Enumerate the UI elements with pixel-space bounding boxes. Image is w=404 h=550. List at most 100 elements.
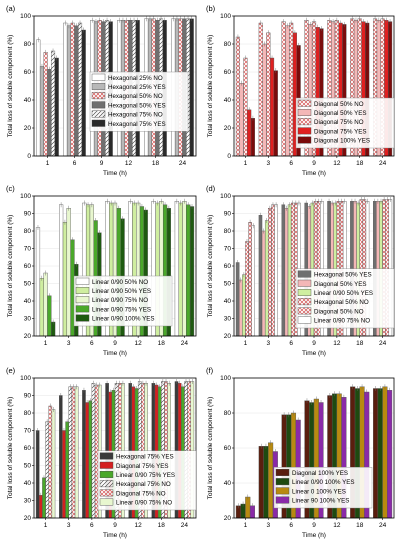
x-axis-label: Time (h) — [302, 532, 326, 539]
legend-label: Linear 0/90 75% NO — [314, 318, 370, 325]
y-tick-label: 40 — [24, 298, 32, 305]
x-axis-label: Time (h) — [103, 170, 127, 177]
bar — [266, 32, 271, 157]
x-tick-label: 6 — [289, 522, 293, 529]
legend-swatch — [91, 73, 106, 81]
bar — [251, 225, 256, 337]
legend: Linear 0/90 50% NO Linear 0/90 50% YES Lin… — [73, 275, 173, 327]
plot-frame — [33, 15, 197, 157]
y-tick-label: 40 — [224, 480, 232, 487]
chart-panel-6: 20 40 60 80 100 1 3 6 9 12 18 24 (f) Time (h) Total lo… — [206, 366, 395, 539]
bar — [62, 222, 68, 337]
y-axis-label: Total loss of soluble component (%) — [7, 35, 14, 138]
legend-swatch — [275, 496, 290, 504]
x-tick-label: 9 — [113, 522, 117, 529]
legend-swatch — [297, 289, 312, 296]
bar — [245, 496, 251, 519]
legend-swatch — [297, 108, 312, 116]
y-tick-label: 100 — [220, 193, 231, 200]
chart-panel-3: 20 30 40 50 60 70 80 90 100 1 3 6 9 12 18 24 (c) Time (h)… — [6, 184, 197, 357]
bar — [85, 402, 89, 519]
y-tick-label: 30 — [224, 316, 232, 323]
legend-label: Linear 0/90 75% YES — [116, 472, 175, 479]
bar — [287, 204, 292, 337]
x-tick-label: 24 — [181, 522, 189, 529]
bar — [274, 204, 278, 337]
bar — [387, 390, 393, 519]
legend-label: Hexagonal 25% NO — [108, 75, 163, 82]
x-axis-label: Time (h) — [302, 350, 326, 357]
y-tick-label: 100 — [20, 13, 31, 20]
bar — [189, 206, 195, 337]
bar — [63, 22, 68, 157]
bar — [242, 274, 246, 337]
legend: Hexagonal 25% NO Hexagonal 25% YES Hexagon… — [89, 71, 189, 132]
bar — [289, 22, 294, 157]
x-tick-label: 9 — [312, 160, 316, 167]
y-tick-label: 50 — [24, 463, 32, 470]
legend-label: Hexagonal 75% YES — [116, 454, 174, 461]
bar — [182, 201, 187, 337]
legend-swatch — [275, 478, 290, 486]
legend-label: Hexagonal 75% NO — [108, 112, 163, 119]
legend-swatch — [99, 471, 114, 478]
bar — [42, 477, 46, 519]
y-tick-label: 80 — [224, 410, 232, 417]
bar — [258, 22, 263, 157]
chart-panel-5: 20 30 40 50 60 70 80 90 100 1 3 6 9 12 18 24 (e) Time (h)… — [6, 366, 197, 539]
bar — [268, 208, 272, 337]
bar — [82, 390, 86, 519]
y-tick-label: 70 — [24, 428, 32, 435]
bar — [269, 57, 275, 157]
y-tick-label: 100 — [220, 13, 231, 20]
x-tick-label: 6 — [289, 160, 293, 167]
legend-label: Diagonal 50% YES — [314, 281, 367, 288]
y-tick-label: 40 — [224, 97, 232, 104]
legend-swatch — [297, 118, 312, 126]
y-tick-label: 90 — [24, 393, 32, 400]
bar — [245, 241, 249, 337]
bar — [264, 220, 269, 337]
x-tick-label: 1 — [244, 340, 248, 347]
bar — [59, 395, 63, 519]
bar — [382, 386, 388, 519]
legend-swatch — [297, 279, 312, 287]
bar — [39, 495, 43, 519]
x-tick-label: 12 — [135, 340, 143, 347]
x-tick-label: 18 — [356, 160, 364, 167]
bar — [47, 295, 52, 337]
legend-swatch — [75, 296, 90, 304]
legend-swatch — [297, 316, 312, 324]
y-axis-label: Total loss of soluble component (%) — [7, 397, 14, 500]
x-tick-label: 6 — [73, 160, 77, 167]
legend-swatch — [275, 487, 290, 495]
bar — [271, 204, 275, 337]
bar — [377, 388, 383, 519]
bar — [48, 405, 53, 519]
y-tick-label: 80 — [224, 41, 232, 48]
bar — [51, 409, 56, 519]
plot-frame — [233, 195, 395, 337]
y-tick-label: 100 — [20, 375, 31, 382]
x-tick-label: 12 — [135, 522, 143, 529]
legend-label: Hexagonal 75% YES — [108, 121, 166, 128]
legend-box — [97, 450, 197, 511]
bar — [36, 39, 41, 157]
legend-swatch — [297, 307, 312, 315]
x-tick-label: 9 — [312, 340, 316, 347]
legend-box — [273, 467, 373, 509]
x-tick-label: 12 — [125, 160, 133, 167]
bar — [94, 384, 99, 519]
bar — [35, 227, 41, 337]
bar — [47, 68, 52, 157]
y-axis-label: Total loss of soluble component (%) — [7, 215, 14, 318]
legend-swatch — [297, 99, 312, 107]
x-tick-label: 12 — [333, 522, 341, 529]
plot-frame — [233, 15, 395, 157]
bar — [66, 208, 71, 337]
chart-panel-4: 20 30 40 50 60 70 80 90 100 1 3 6 9 12 18 24 (d) Time (h)… — [206, 184, 395, 357]
panel-label: (b) — [206, 4, 216, 13]
bar — [62, 430, 66, 519]
bar — [70, 22, 75, 157]
